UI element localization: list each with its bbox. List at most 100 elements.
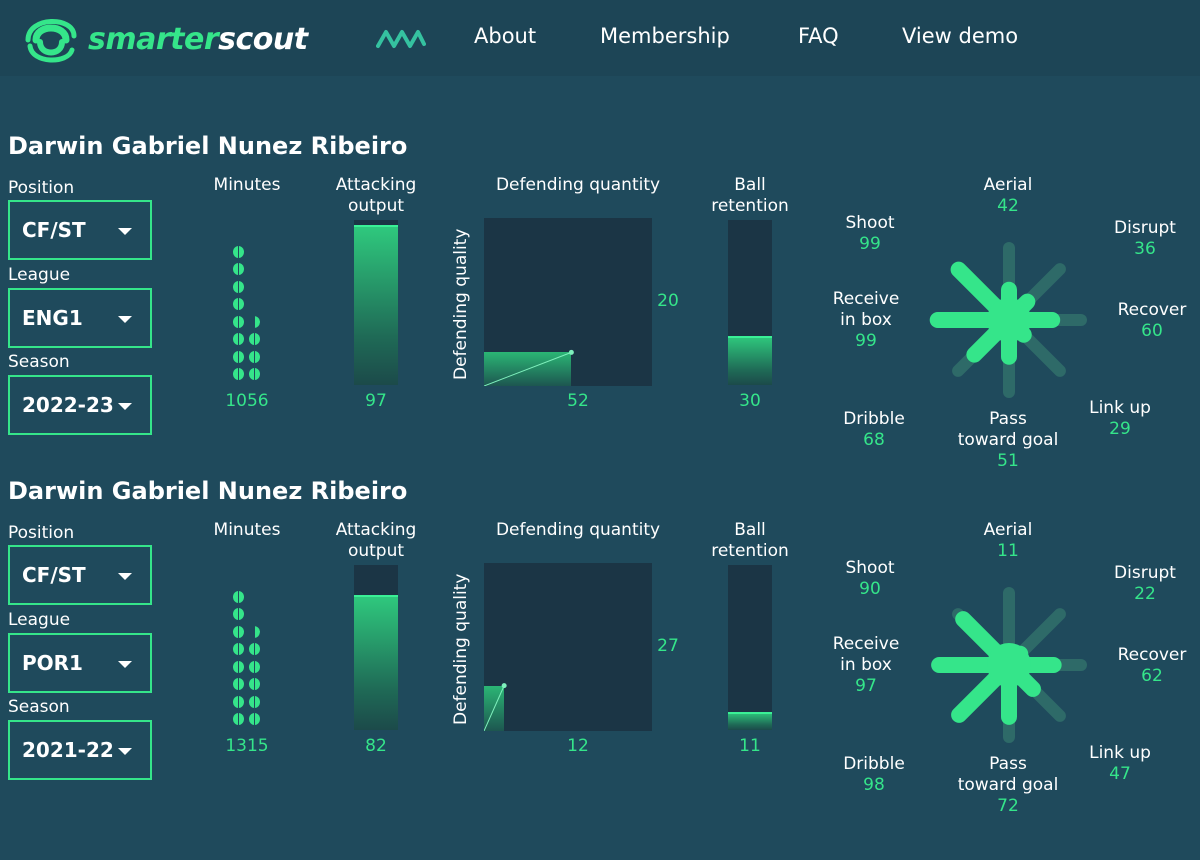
ball-retention-bar — [728, 565, 772, 730]
wave-mark-icon[interactable] — [376, 26, 426, 50]
radar-label-disrupt: Disrupt 36 — [1114, 218, 1176, 259]
top-nav-bar: smarterscout About Membership FAQ View d… — [0, 0, 1200, 76]
attacking-output-value: 97 — [365, 391, 387, 411]
ball-retention-value: 11 — [739, 736, 761, 756]
ball-retention-title: Ball retention — [700, 520, 800, 562]
attacking-output-title-line1: Attacking — [335, 520, 417, 540]
position-select[interactable]: CF/ST — [8, 200, 152, 260]
radar-hub — [987, 643, 1031, 687]
minutes-dot — [249, 695, 260, 708]
defending-quantity-value: 52 — [567, 391, 589, 411]
defending-quantity-value: 12 — [567, 736, 589, 756]
radar-hub — [987, 298, 1031, 342]
radar-label-pass-toward-goal: Pass toward goal 51 — [957, 409, 1059, 471]
minutes-value: 1315 — [225, 736, 269, 756]
radar-label-dribble: Dribble 98 — [843, 754, 905, 795]
ball-retention-title-line2: retention — [711, 541, 789, 561]
brand-logo[interactable]: smarterscout — [22, 10, 322, 66]
smarterscout-logo-icon — [25, 19, 77, 63]
radar-label-receive-in-box: Receive in box 99 — [832, 289, 900, 351]
chevron-down-icon — [118, 228, 132, 235]
position-value: CF/ST — [22, 218, 86, 242]
minutes-dot-chart — [233, 567, 273, 725]
chevron-down-icon — [118, 573, 132, 580]
league-select[interactable]: ENG1 — [8, 288, 152, 348]
attacking-output-value: 82 — [365, 736, 387, 756]
defending-quantity-title: Defending quantity — [495, 175, 661, 195]
attacking-output-fill — [354, 224, 398, 385]
minutes-dot — [233, 368, 244, 380]
attacking-output-title: Attacking output — [326, 520, 426, 562]
minutes-dot — [233, 280, 244, 293]
radar-label-shoot: Shoot 99 — [845, 213, 895, 254]
radar-label-aerial: Aerial 42 — [983, 175, 1033, 216]
brand-name-part2: scout — [218, 22, 308, 57]
season-value: 2022-23 — [22, 393, 114, 417]
radar-label-dribble: Dribble 68 — [843, 409, 905, 450]
season-label: Season — [8, 352, 70, 372]
league-select[interactable]: POR1 — [8, 633, 152, 693]
radar-label-pass-toward-goal: Pass toward goal 72 — [957, 754, 1059, 816]
ball-retention-title-line1: Ball — [734, 175, 766, 195]
minutes-dot — [249, 333, 260, 345]
nav-membership-link[interactable]: Membership — [600, 24, 730, 48]
defending-chart — [484, 218, 652, 386]
season-value: 2021-22 — [22, 738, 114, 762]
attacking-output-title-line1: Attacking — [335, 175, 417, 195]
radar-label-recover: Recover 62 — [1117, 645, 1187, 686]
season-select[interactable]: 2021-22 — [8, 720, 152, 780]
minutes-dot — [233, 590, 244, 603]
minutes-title: Minutes — [213, 175, 281, 195]
radar-label-recover: Recover 60 — [1117, 300, 1187, 341]
chevron-down-icon — [118, 316, 132, 323]
position-label: Position — [8, 523, 75, 543]
defending-quantity-title: Defending quantity — [495, 520, 661, 540]
defending-diagonal-line — [484, 685, 505, 731]
season-label: Season — [8, 697, 70, 717]
attacking-output-title-line2: output — [347, 196, 405, 216]
ball-retention-bar — [728, 220, 772, 385]
defending-quality-value: 20 — [657, 291, 679, 311]
chevron-down-icon — [118, 748, 132, 755]
minutes-dot — [249, 713, 260, 725]
nav-about-link[interactable]: About — [474, 24, 537, 48]
ball-retention-title: Ball retention — [700, 175, 800, 217]
minutes-value: 1056 — [225, 391, 269, 411]
position-label: Position — [8, 178, 75, 198]
attacking-output-title: Attacking output — [326, 175, 426, 217]
nav-faq-link[interactable]: FAQ — [798, 24, 839, 48]
style-radar-chart — [929, 242, 1087, 398]
radar-label-receive-in-box: Receive in box 97 — [832, 634, 900, 696]
defending-quality-value: 27 — [657, 636, 679, 656]
position-select[interactable]: CF/ST — [8, 545, 152, 605]
ball-retention-title-line2: retention — [711, 196, 789, 216]
league-label: League — [8, 610, 71, 630]
league-value: POR1 — [22, 651, 83, 675]
minutes-dot — [233, 263, 244, 275]
brand-wordmark: smarterscout — [88, 22, 308, 57]
minutes-dot — [249, 368, 260, 380]
season-select[interactable]: 2022-23 — [8, 375, 152, 435]
defending-diagonal — [484, 683, 507, 731]
minutes-dot — [249, 350, 260, 363]
minutes-dot — [233, 608, 244, 620]
radar-label-link-up: Link up 47 — [1089, 743, 1151, 784]
minutes-dot — [249, 315, 260, 328]
style-radar-chart — [931, 587, 1087, 743]
chevron-down-icon — [118, 661, 132, 668]
ball-retention-title-line1: Ball — [734, 520, 766, 540]
league-value: ENG1 — [22, 306, 83, 330]
attacking-output-fill — [354, 594, 398, 730]
minutes-dot — [233, 350, 244, 363]
minutes-dot — [233, 660, 244, 673]
defending-chart — [484, 563, 652, 731]
minutes-dot-chart — [233, 222, 273, 380]
minutes-dot — [233, 625, 244, 638]
chevron-down-icon — [118, 403, 132, 410]
player-name: Darwin Gabriel Nunez Ribeiro — [8, 132, 408, 160]
nav-view-demo-link[interactable]: View demo — [902, 24, 1019, 48]
minutes-dot — [249, 660, 260, 673]
radar-label-aerial: Aerial 11 — [983, 520, 1033, 561]
ball-retention-fill — [728, 335, 772, 385]
league-label: League — [8, 265, 71, 285]
